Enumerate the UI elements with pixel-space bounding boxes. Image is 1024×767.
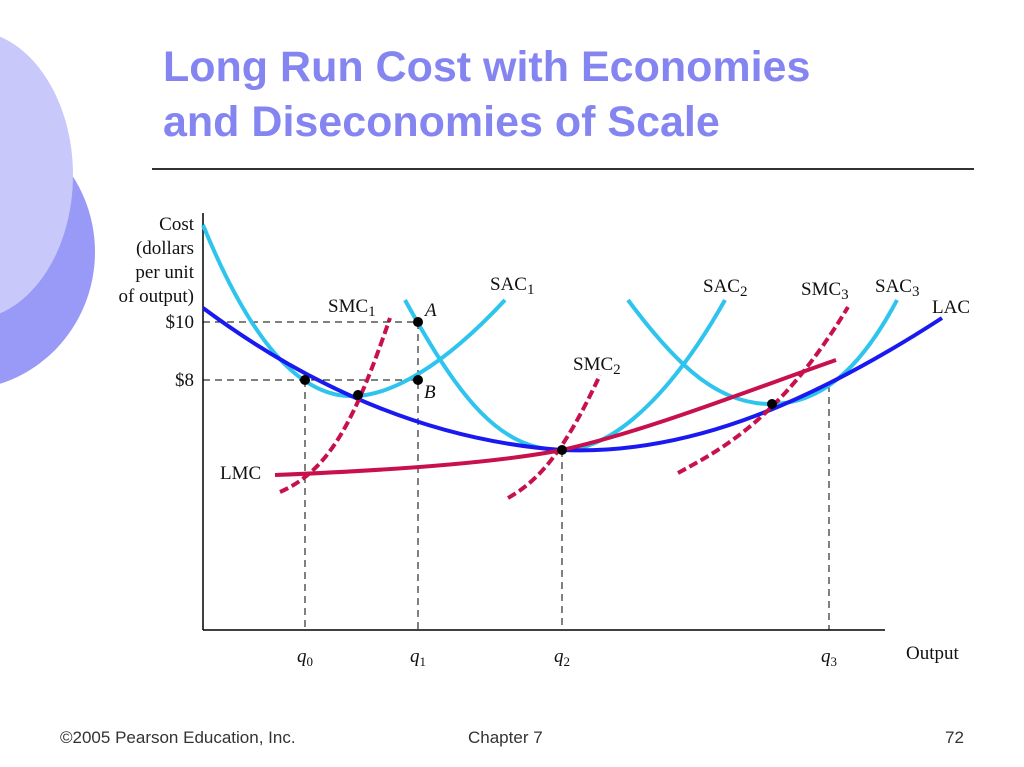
y-label-line-3: per unit: [135, 262, 194, 283]
smc3-curve: [677, 305, 850, 475]
title-line-2: and Diseconomies of Scale: [163, 98, 720, 146]
point-a-label: A: [423, 300, 437, 321]
y-label-line-1: Cost: [159, 214, 195, 235]
smc1-curve: [279, 317, 392, 494]
sac2-label: SAC2: [703, 276, 747, 300]
x-tick-q3: q3: [821, 646, 837, 669]
sac2-curve: [403, 299, 727, 453]
smc3-label: SMC3: [801, 279, 849, 303]
y-tick-10: $10: [166, 312, 195, 333]
lac-label: LAC: [932, 297, 970, 318]
title-line-1: Long Run Cost with Economies: [163, 43, 811, 91]
smc2-curve: [507, 374, 602, 500]
slide-title: Long Run Cost with Economies and Disecon…: [163, 40, 810, 150]
sac3-label: SAC3: [875, 276, 919, 300]
x-tick-q2: q2: [554, 646, 570, 669]
footer-chapter: Chapter 7: [468, 728, 543, 747]
y-label-line-4: of output): [119, 286, 194, 307]
point-sac1-min: [353, 390, 363, 400]
smc2-label: SMC2: [573, 354, 621, 378]
y-label-line-2: (dollars: [136, 238, 194, 259]
y-tick-8: $8: [175, 370, 194, 391]
lmc-label: LMC: [220, 463, 261, 484]
point-q2: [557, 445, 567, 455]
footer-copyright: ©2005 Pearson Education, Inc.: [60, 728, 296, 747]
point-a: [413, 317, 423, 327]
point-b-label: B: [424, 382, 436, 403]
x-tick-q1: q1: [410, 646, 426, 669]
smc1-label: SMC1: [328, 296, 376, 320]
sac1-label: SAC1: [490, 274, 534, 298]
x-axis-label: Output: [906, 643, 960, 664]
point-q0: [300, 375, 310, 385]
x-tick-q0: q0: [297, 646, 313, 669]
footer-page-number: 72: [945, 728, 964, 747]
point-b: [413, 375, 423, 385]
decorative-circle-light: [0, 36, 73, 314]
point-sac3-min: [767, 399, 777, 409]
title-divider: [152, 168, 974, 170]
